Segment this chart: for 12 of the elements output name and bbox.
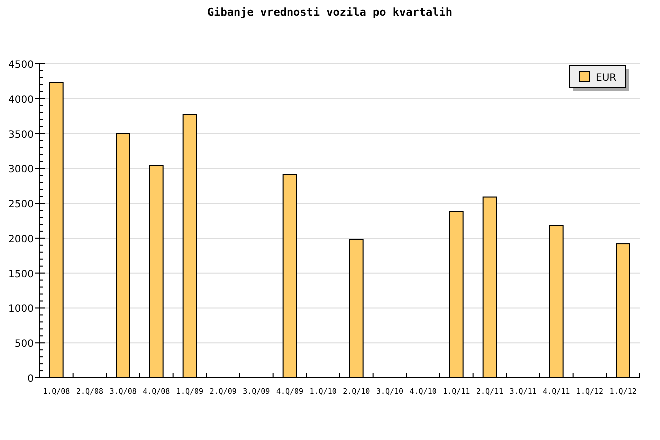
legend-label: EUR: [596, 73, 617, 84]
y-tick-label: 3000: [8, 164, 34, 176]
y-tick-label: 1000: [8, 304, 34, 316]
y-tick-label: 1500: [8, 269, 34, 280]
y-tick-label: 3500: [8, 130, 34, 141]
y-tick-label: 2000: [8, 234, 34, 246]
y-tick-label: 0: [28, 374, 34, 385]
y-tick-label: 4000: [8, 94, 34, 106]
chart-title: Gibanje vrednosti vozila po kvartalih: [207, 6, 453, 19]
y-tick-label: 4500: [8, 60, 34, 71]
y-tick-label: 500: [14, 339, 34, 350]
y-tick-label: 2500: [8, 200, 34, 211]
